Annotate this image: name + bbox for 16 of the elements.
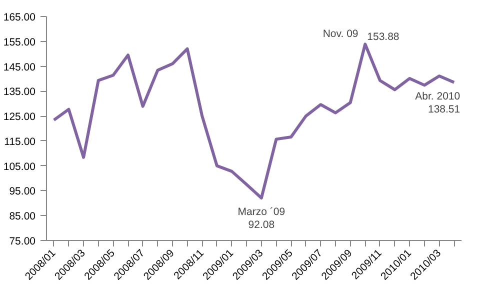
data-label: 153.88 [367,31,400,44]
y-tick-label: 85.00 [9,210,36,223]
y-tick-label: 145.00 [3,61,36,74]
annotation: Nov. 09 [322,28,358,40]
y-tick-label: 155.00 [3,36,36,48]
annotation: Marzo ´09 [238,206,286,218]
annotation: Abr. 2010 [415,90,460,102]
data-label: 138.51 [428,103,460,116]
y-tick-label: 75.00 [9,236,36,248]
y-tick-label: 125.00 [3,111,36,124]
y-tick-label: 95.00 [9,186,36,198]
y-tick-label: 165.00 [3,12,36,24]
y-tick-label: 105.00 [3,160,36,173]
y-tick-label: 135.00 [3,86,36,98]
y-tick-label: 115.00 [4,136,36,148]
data-label: 92.08 [248,218,275,231]
